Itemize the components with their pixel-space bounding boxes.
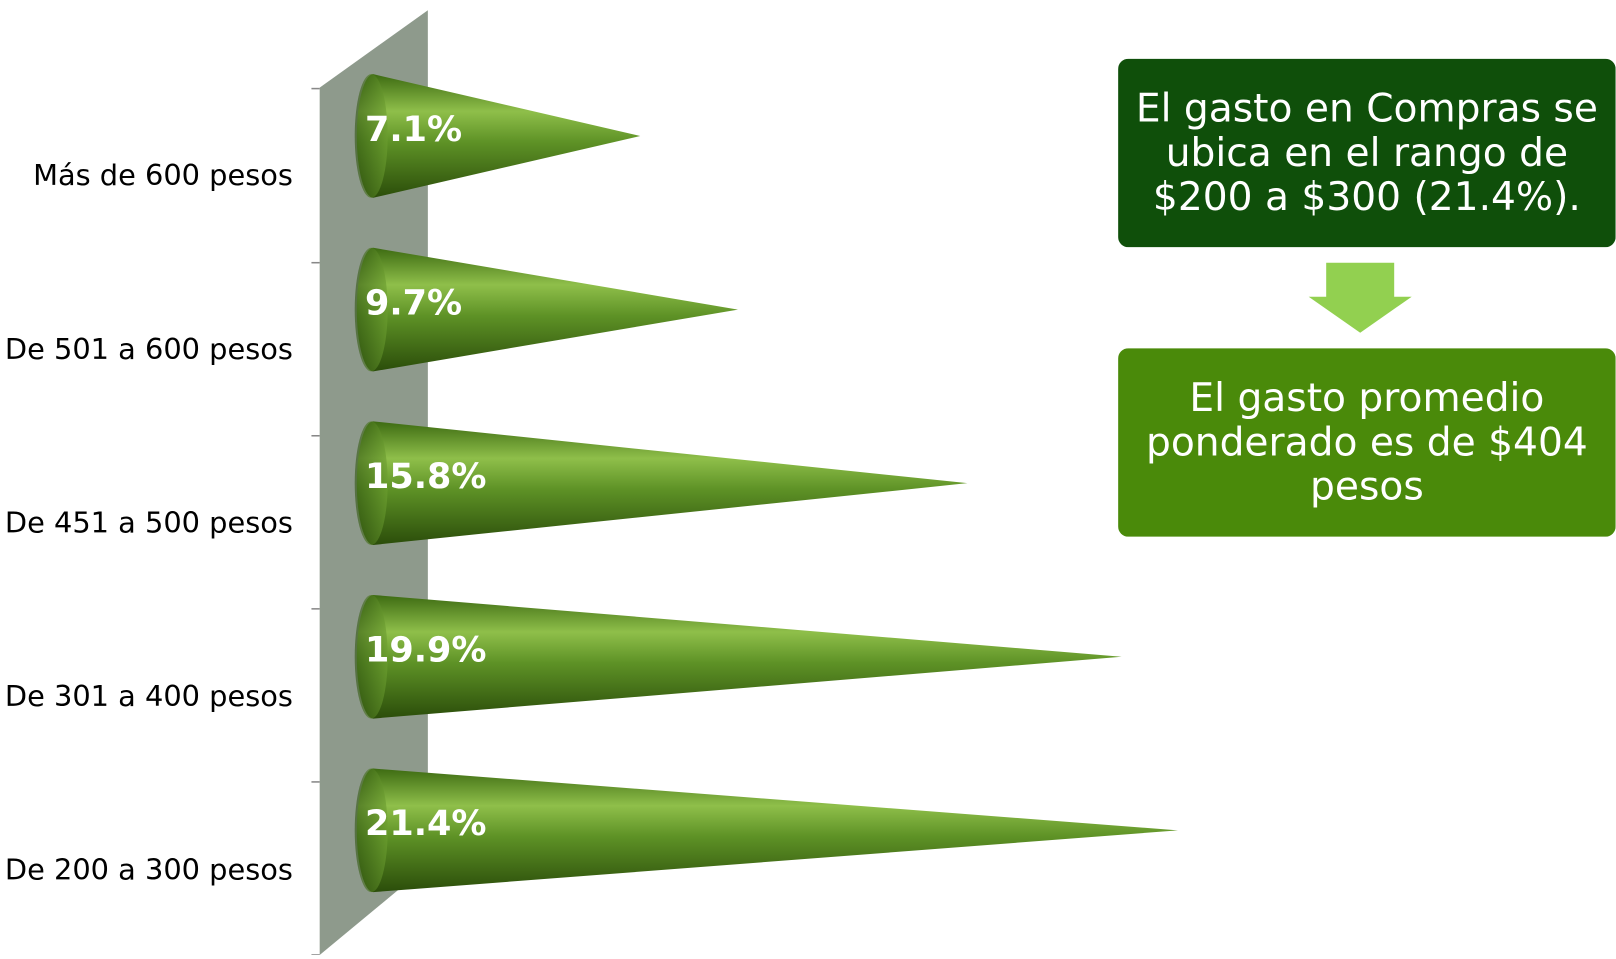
annotation: El gasto promedio ponderado es de $404 p… — [1118, 348, 1616, 537]
value-label: 15.8% — [365, 456, 486, 497]
cone — [356, 74, 641, 198]
cone-base — [354, 594, 388, 719]
cone — [356, 247, 738, 372]
cone — [356, 594, 1122, 719]
cone — [356, 421, 968, 545]
category-label: De 501 a 600 pesos — [5, 332, 293, 366]
annotation-box: El gasto promedio ponderado es de $404 p… — [1118, 348, 1616, 537]
category-ticks — [311, 87, 320, 956]
cone — [356, 768, 1178, 893]
value-label: 19.9% — [365, 630, 486, 671]
cone-base — [354, 74, 388, 198]
category-label: De 200 a 300 pesos — [5, 853, 293, 887]
annotation-box: El gasto en Compras se ubica en el rango… — [1118, 58, 1616, 248]
cone-base — [354, 421, 388, 545]
value-label: 7.1% — [365, 109, 462, 150]
arrow — [1308, 262, 1412, 333]
cone-base — [354, 247, 388, 372]
annotation: El gasto en Compras se ubica en el rango… — [1118, 58, 1616, 248]
category-label: Más de 600 pesos — [33, 158, 293, 192]
category-label: De 451 a 500 pesos — [5, 505, 293, 539]
value-label: 21.4% — [365, 803, 486, 844]
value-label: 9.7% — [365, 282, 462, 323]
cone-base — [354, 768, 388, 893]
category-label: De 301 a 400 pesos — [5, 679, 293, 713]
